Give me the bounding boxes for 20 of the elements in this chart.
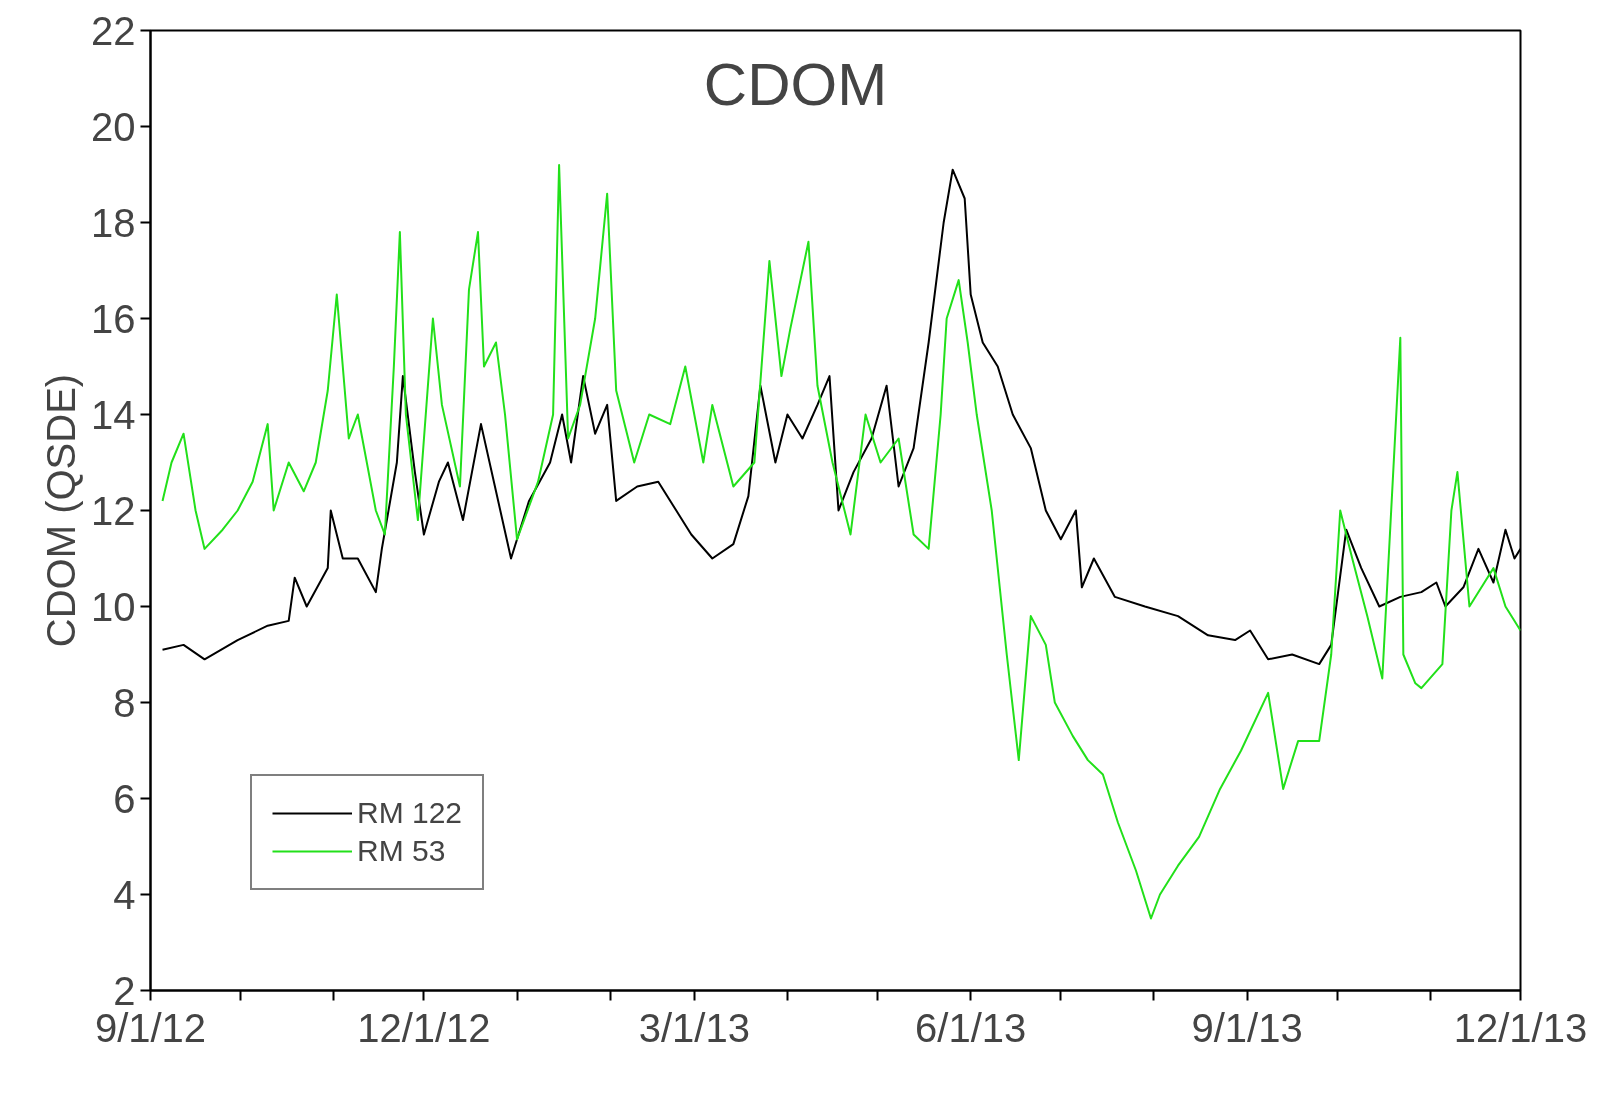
x-tick-label: 6/1/13 [915, 1005, 1027, 1050]
y-tick-label: 20 [91, 104, 136, 149]
y-tick-label: 14 [91, 392, 136, 437]
x-tick-label: 9/1/13 [1191, 1005, 1303, 1050]
x-tick-label: 12/1/13 [1453, 1005, 1588, 1050]
y-tick-label: 22 [91, 8, 136, 53]
y-tick-label: 18 [91, 200, 136, 245]
y-tick-label: 12 [91, 488, 136, 533]
y-tick-label: 6 [113, 776, 136, 821]
y-tick-label: 10 [91, 584, 136, 629]
y-tick-label: 4 [113, 872, 136, 917]
legend-label: RM 122 [357, 796, 463, 830]
legend-label: RM 53 [357, 834, 446, 868]
y-tick-label: 16 [91, 296, 136, 341]
x-tick-label: 12/1/12 [357, 1005, 491, 1050]
line-series [161, 163, 1521, 920]
chart-title: CDOM [703, 50, 888, 118]
y-tick-label: 8 [113, 680, 136, 725]
x-tick-label: 3/1/13 [638, 1005, 750, 1050]
y-axis-title: CDOM (QSDE) [39, 373, 84, 648]
